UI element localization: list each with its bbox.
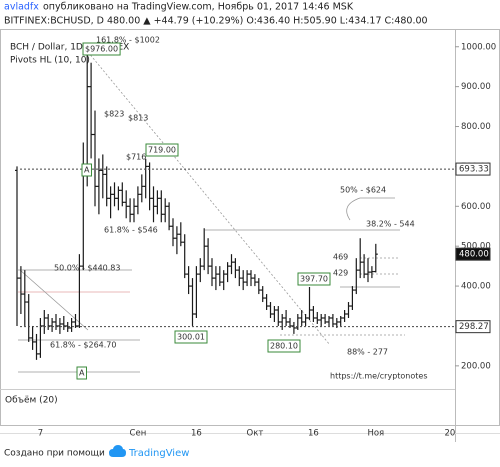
volume-label: Объём (20) <box>5 396 58 406</box>
annotation: 280.10 <box>270 342 298 351</box>
annotation-box <box>145 143 179 157</box>
annotation-box <box>297 272 331 286</box>
annotation: 50.0% - $440.83 <box>54 264 120 273</box>
annotation: $813 <box>128 114 148 123</box>
price-label-box <box>455 320 491 334</box>
chart-title: BCH / Dollar, 1D, BITFINEX <box>10 43 129 53</box>
annotation: 719.00 <box>148 146 176 155</box>
annotation-box <box>82 42 121 56</box>
annotation: 61.8% - $264.70 <box>50 341 116 350</box>
annotation: 161.8% - $1002 <box>96 36 160 45</box>
annotation: $823 <box>104 110 124 119</box>
annotation-box <box>174 330 208 344</box>
annotation: 38.2% - 544 <box>366 220 415 229</box>
annotation: $976.00 <box>85 45 118 54</box>
chart-frame <box>0 29 500 426</box>
y-tick-label: 900.00 <box>461 82 491 92</box>
annotation: 300.01 <box>177 333 205 342</box>
annotation-box <box>267 339 301 353</box>
x-tick-label: 7 <box>38 429 43 439</box>
y-tick-label: 1000.00 <box>461 42 496 52</box>
x-tick-label: Ноя <box>367 429 384 439</box>
x-tick-label: 20 <box>444 429 455 439</box>
y-tick-label: 600.00 <box>461 202 491 212</box>
y-tick-label: 400.00 <box>461 282 491 292</box>
annotation: https://t.me/cryptonotes <box>330 372 428 381</box>
annotation: 429 <box>333 269 348 278</box>
price-label: 480.00 <box>459 250 489 260</box>
x-tick-label: 16 <box>191 429 202 439</box>
annotation: 50% - $624 <box>340 186 386 195</box>
annotation: A <box>84 166 90 175</box>
y-tick-label: 800.00 <box>461 122 491 132</box>
y-tick-label: 200.00 <box>461 361 491 371</box>
annotation-box <box>76 366 87 380</box>
annotation: 469 <box>333 253 348 262</box>
annotation: 397.70 <box>300 275 328 284</box>
annotation: $716 <box>126 153 146 162</box>
tradingview-logo[interactable] <box>109 445 126 457</box>
author[interactable]: avladfx <box>4 2 39 13</box>
price-label: 693.33 <box>459 165 489 175</box>
y-tick-label: 500.00 <box>461 242 491 252</box>
made-with: Создано при помощи <box>4 449 105 459</box>
brand[interactable]: TradingView <box>128 448 189 459</box>
annotation: 88% - 277 <box>347 348 388 357</box>
drawings <box>18 51 405 373</box>
x-tick-label: 16 <box>308 429 319 439</box>
x-tick-label: Сен <box>130 429 147 439</box>
published: опубликовано на TradingView.com, Ноябрь … <box>43 2 354 13</box>
price-label: 298.27 <box>459 322 489 332</box>
quote: BITFINEX:BCHUSD, D 480.00 ▲ +44.79 (+10.… <box>4 16 428 27</box>
annotation-box <box>81 163 92 177</box>
annotation: 61.8% - $546 <box>104 226 158 235</box>
indicator-label: Pivots HL (10, 10) <box>10 56 90 66</box>
price-label-box <box>455 247 491 261</box>
annotation: A <box>79 369 85 378</box>
price-label-box <box>455 162 491 176</box>
x-tick-label: Окт <box>247 429 264 439</box>
